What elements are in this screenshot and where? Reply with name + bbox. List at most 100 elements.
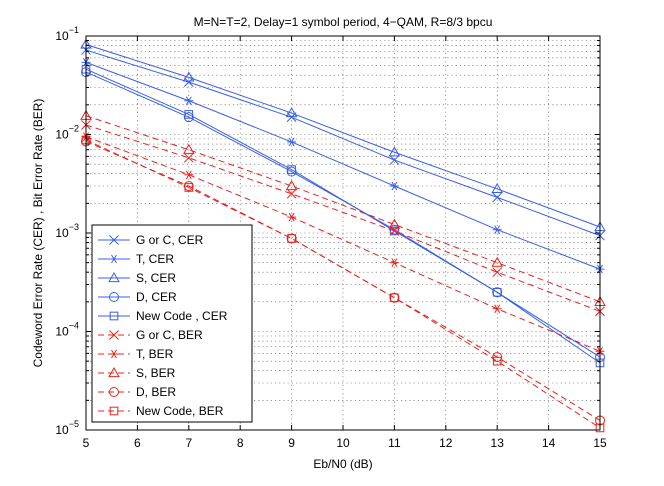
series-2: [81, 58, 605, 274]
marker-square: [287, 234, 296, 243]
marker-circle: [389, 292, 400, 303]
marker-stroke: [183, 152, 194, 163]
marker-shape: [491, 256, 504, 267]
marker-x: [109, 235, 119, 245]
x-tick-label: 14: [542, 436, 556, 450]
data-point: [184, 96, 194, 106]
marker-star: [389, 181, 399, 191]
data-point: [492, 267, 503, 278]
data-point: [182, 71, 195, 82]
legend-label: D, BER: [136, 385, 176, 399]
marker-x: [389, 155, 400, 165]
legend-entry: D, BER: [98, 385, 176, 399]
data-point: [389, 292, 400, 303]
series-layer: [80, 38, 606, 433]
marker-stroke: [286, 188, 297, 199]
marker-shape: [109, 292, 119, 302]
marker-stroke: [492, 192, 503, 203]
marker-shape: [492, 287, 503, 298]
marker-star: [287, 137, 297, 147]
series-line: [85, 136, 601, 352]
marker-x: [109, 330, 119, 340]
data-point: [183, 152, 194, 163]
marker-shape: [109, 406, 119, 416]
marker-stroke: [111, 349, 117, 359]
data-point: [492, 287, 503, 298]
y-tick-labels: 10−5 10−4 10−3 10−2 10−1: [55, 25, 79, 437]
marker-star: [492, 304, 502, 314]
marker-triangle: [285, 180, 298, 191]
legend-label: S, BER: [136, 366, 176, 380]
legend-label: G or C, CER: [136, 233, 204, 247]
data-point: [287, 234, 296, 243]
data-point: [492, 356, 502, 366]
data-point: [285, 180, 298, 191]
y-tick-label: 10−2: [55, 124, 79, 142]
data-point: [286, 188, 297, 199]
series-line: [85, 139, 601, 429]
data-point: [390, 226, 399, 236]
marker-square: [492, 356, 502, 366]
marker-shape: [109, 387, 119, 397]
marker-square: [184, 110, 194, 119]
y-tick-label: 10−1: [55, 25, 79, 43]
marker-triangle: [108, 367, 120, 378]
marker-shape: [390, 226, 399, 236]
legend-label: S, CER: [136, 271, 176, 285]
marker-shape: [287, 165, 296, 174]
data-point: [287, 165, 296, 174]
x-axis-label: Eb/N0 (dB): [313, 457, 372, 471]
marker-circle: [286, 166, 297, 177]
series-8: [80, 109, 606, 306]
legend-entry: T, BER: [98, 347, 174, 361]
marker-circle: [183, 181, 194, 192]
series-line: [85, 49, 601, 237]
marker-stroke: [492, 267, 503, 278]
marker-triangle: [182, 71, 195, 82]
marker-triangle: [182, 143, 195, 154]
legend-entry: S, BER: [98, 366, 176, 380]
marker-shape: [183, 181, 194, 192]
marker-triangle: [388, 218, 401, 229]
data-point: [286, 233, 297, 244]
marker-circle: [492, 352, 503, 363]
series-line: [85, 140, 601, 421]
marker-square: [184, 183, 194, 192]
legend-entry: G or C, CER: [98, 233, 204, 247]
data-point: [492, 287, 502, 297]
legend-entry: G or C, BER: [98, 328, 203, 342]
marker-shape: [182, 71, 195, 82]
marker-stroke: [391, 181, 398, 191]
axis-ticks: [85, 35, 601, 431]
legend-entry: New Code , CER: [98, 309, 228, 323]
x-tick-label: 13: [491, 436, 505, 450]
series-line: [85, 44, 601, 228]
data-point: [492, 192, 503, 203]
data-point: [388, 218, 401, 229]
marker-square: [390, 226, 399, 236]
marker-shape: [285, 107, 298, 118]
marker-stroke: [389, 155, 400, 165]
marker-shape: [286, 166, 297, 177]
y-tick-label: 10−4: [55, 321, 79, 339]
x-tick-label: 15: [593, 436, 607, 450]
series-3: [80, 38, 606, 232]
data-point: [184, 170, 194, 180]
marker-square: [287, 165, 296, 174]
x-tick-label: 11: [388, 436, 401, 450]
marker-stroke: [494, 225, 501, 235]
marker-stroke: [391, 258, 398, 267]
series-line: [85, 115, 601, 303]
marker-stroke: [111, 254, 117, 264]
marker-square: [109, 311, 119, 321]
marker-stroke: [109, 235, 119, 245]
marker-star: [287, 212, 297, 222]
marker-x: [286, 188, 297, 199]
legend-entry: New Code, BER: [98, 404, 224, 418]
marker-stroke: [185, 170, 192, 180]
legend-entry: D, CER: [98, 290, 177, 304]
marker-stroke: [288, 137, 295, 147]
marker-stroke: [288, 212, 295, 222]
legend-label: G or C, BER: [136, 328, 203, 342]
legend-label: D, CER: [136, 290, 177, 304]
